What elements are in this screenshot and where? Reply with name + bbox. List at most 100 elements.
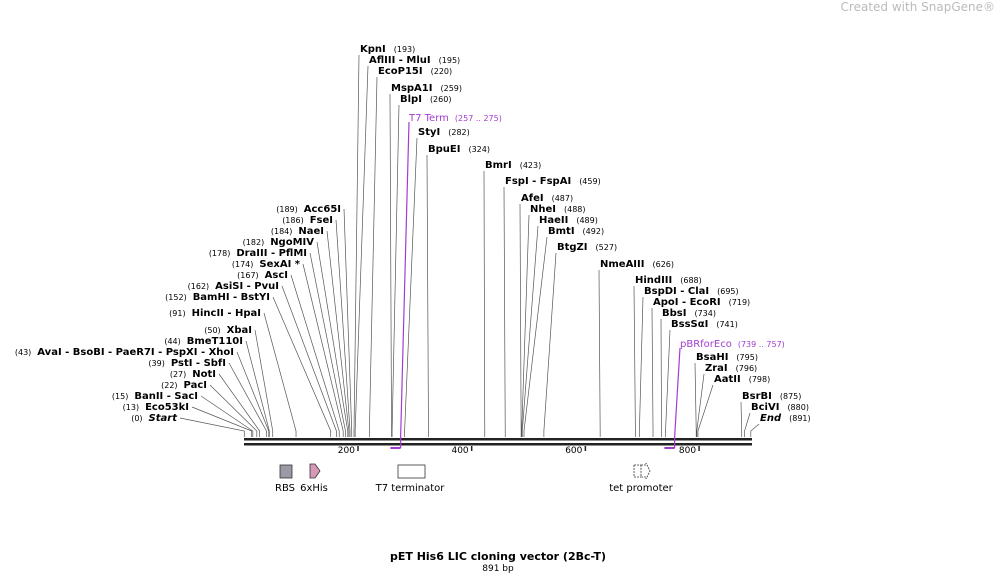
cut-site-line	[209, 384, 258, 437]
enzyme-label: (22) PacI	[161, 380, 207, 391]
enzyme-label: (91) HincII - HpaI	[169, 308, 261, 319]
enzyme-position: (492)	[583, 227, 605, 236]
cut-site-line	[389, 93, 392, 437]
enzyme-position: (44)	[164, 337, 180, 346]
enzyme-label: (152) BamHI - BstYI	[165, 292, 270, 303]
cut-site-line	[660, 318, 662, 437]
enzyme-label: BpuEI (324)	[428, 144, 490, 155]
cut-site-line	[598, 269, 601, 437]
enzyme-position: (195)	[439, 56, 461, 65]
feature-label: RBS	[275, 483, 295, 494]
his-icon	[309, 463, 321, 479]
cut-site-line	[254, 329, 274, 437]
cut-site-line	[639, 296, 644, 437]
cut-site-line	[309, 252, 346, 437]
enzyme-label: (184) NaeI	[271, 226, 324, 237]
enzyme-position: (695)	[717, 287, 739, 296]
watermark: Created with SnapGene®	[841, 0, 995, 14]
cut-site-line	[263, 312, 297, 437]
enzyme-name: HindIII	[635, 275, 672, 286]
sequence-strand	[244, 438, 752, 441]
enzyme-position: (324)	[468, 145, 490, 154]
enzyme-position: (167)	[237, 271, 259, 280]
enzyme-name: AflIII - MluI	[369, 55, 431, 66]
enzyme-label: BlpI (260)	[400, 94, 451, 105]
enzyme-label: (50) XbaI	[204, 325, 252, 336]
enzyme-label: BciVI (880)	[751, 402, 809, 413]
enzyme-name: XbaI	[227, 325, 252, 336]
enzyme-name: End	[760, 413, 782, 424]
cut-site-line	[521, 214, 530, 437]
enzyme-label: (39) PstI - SbfI	[148, 358, 226, 369]
primer-range: (739 .. 757)	[738, 340, 785, 349]
enzyme-label: AflIII - MluI (195)	[369, 55, 460, 66]
enzyme-label: BtgZI (527)	[557, 242, 617, 253]
enzyme-position: (0)	[131, 414, 142, 423]
enzyme-name: BsaHI	[696, 352, 728, 363]
enzyme-position: (178)	[209, 249, 231, 258]
enzyme-name: AatII	[714, 374, 741, 385]
enzyme-position: (875)	[780, 392, 802, 401]
cut-site-line	[343, 208, 353, 437]
enzyme-name: PstI - SbfI	[171, 358, 226, 369]
enzyme-name: NmeAIII	[600, 259, 644, 270]
enzyme-label: NheI (488)	[530, 204, 586, 215]
cut-site-line	[665, 329, 671, 437]
enzyme-position: (15)	[112, 392, 128, 401]
enzyme-position: (795)	[736, 353, 758, 362]
enzyme-name: FseI	[310, 215, 333, 226]
enzyme-label: BmrI (423)	[485, 160, 541, 171]
feature-label: tet promoter	[609, 483, 673, 494]
enzyme-position: (282)	[448, 128, 470, 137]
enzyme-position: (487)	[552, 194, 574, 203]
enzyme-label: AatII (798)	[714, 374, 770, 385]
cut-site-line	[236, 351, 270, 437]
cut-site-line	[519, 203, 522, 437]
cut-site-line	[696, 373, 705, 437]
enzyme-name: BsrBI	[742, 391, 772, 402]
enzyme-name: SexAI *	[259, 259, 300, 270]
enzyme-label: (167) AscI	[237, 270, 288, 281]
cut-site-line	[651, 307, 654, 437]
enzyme-position: (43)	[15, 348, 31, 357]
feature-label: 6xHis	[300, 483, 328, 494]
enzyme-name: NaeI	[298, 226, 324, 237]
enzyme-name: BlpI	[400, 94, 422, 105]
enzyme-name: BtgZI	[557, 242, 588, 253]
cut-site-line	[353, 54, 360, 437]
enzyme-label: BmtI (492)	[548, 226, 604, 237]
enzyme-position: (189)	[276, 205, 298, 214]
enzyme-label: BbsI (734)	[662, 308, 716, 319]
enzyme-label: (178) DraIII - PflMI	[209, 248, 307, 259]
map-length: 891 bp	[482, 564, 514, 573]
enzyme-label: FspI - FspAI (459)	[505, 176, 601, 187]
cut-site-line	[697, 384, 714, 437]
cut-site-line	[290, 274, 340, 437]
enzyme-label: (182) NgoMIV	[243, 237, 315, 248]
primer-label: T7 Term (257 .. 275)	[408, 113, 502, 124]
enzyme-name: HincII - HpaI	[192, 308, 261, 319]
ruler-label: 200	[338, 446, 355, 456]
enzyme-position: (891)	[789, 414, 811, 423]
cut-site-line	[354, 65, 369, 437]
enzyme-position: (719)	[729, 298, 751, 307]
enzyme-position: (880)	[787, 403, 809, 412]
cut-site-line	[523, 236, 548, 437]
enzyme-label: BsrBI (875)	[742, 391, 801, 402]
enzyme-name: ApoI - EcoRI	[653, 297, 721, 308]
cut-site-line	[521, 225, 539, 437]
cut-site-line	[228, 362, 267, 437]
enzyme-label: (186) FseI	[282, 215, 333, 226]
enzyme-position: (186)	[282, 216, 304, 225]
enzyme-label: (15) BanII - SacI	[112, 391, 198, 402]
enzyme-name: BanII - SacI	[134, 391, 198, 402]
enzyme-label: (189) Acc65I	[276, 204, 341, 215]
enzyme-label: EcoP15I (220)	[378, 66, 452, 77]
map-title: pET His6 LIC cloning vector (2Bc-T)	[390, 550, 606, 563]
cut-site-line	[744, 412, 751, 437]
cut-site-line	[750, 423, 760, 437]
enzyme-position: (182)	[243, 238, 265, 247]
enzyme-position: (184)	[271, 227, 293, 236]
enzyme-label: (43) AvaI - BsoBI - PaeR7I - PspXI - XhoI	[15, 347, 234, 358]
rbs-icon	[279, 464, 293, 479]
